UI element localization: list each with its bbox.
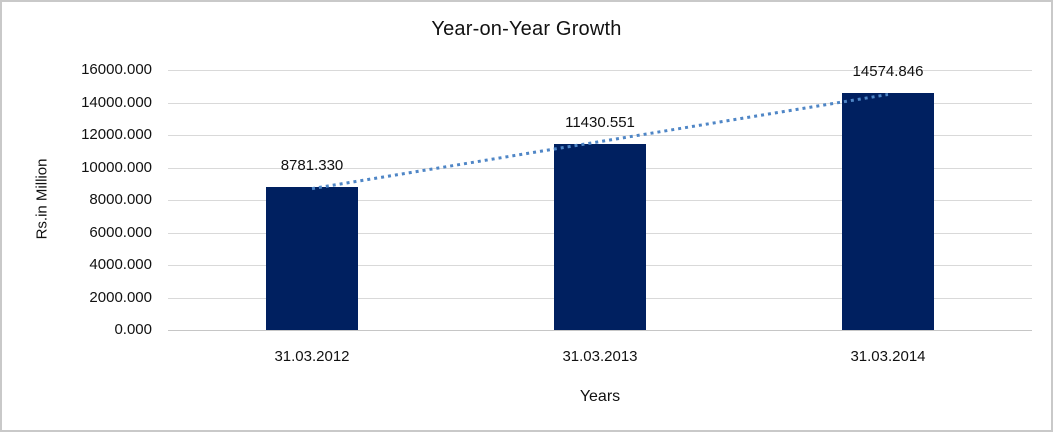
bar-31.03.2014 [842,93,934,330]
y-tick-label: 12000.000 [81,126,152,143]
gridline [168,135,1032,136]
y-tick-label: 2000.000 [89,288,152,306]
gridline [168,102,1032,104]
data-label: 14574.846 [852,63,924,81]
chart-title: Year-on-Year Growth [431,18,622,40]
x-tick-label: 31.03.2013 [562,348,638,365]
bar-31.03.2013 [554,144,646,330]
x-tick-label: 31.03.2012 [274,348,350,365]
y-tick-label: 4000.000 [89,256,152,273]
gridline [168,70,1032,71]
x-axis-title: Years [579,388,621,405]
trendline [311,93,889,191]
data-label: 11430.551 [565,114,635,132]
x-axis-line [168,330,1032,331]
y-tick-label: 16000.000 [81,61,152,78]
y-tick-label: 10000.000 [81,158,152,176]
plot-area [168,70,1032,331]
x-tick-label: 31.03.2014 [850,348,926,365]
y-tick-label: 6000.000 [89,223,152,241]
y-tick-label: 0.000 [114,321,152,338]
y-tick-label: 8000.000 [89,191,152,208]
y-tick-label: 14000.000 [81,93,152,111]
data-label: 8781.330 [280,157,344,175]
bar-31.03.2012 [266,187,358,330]
